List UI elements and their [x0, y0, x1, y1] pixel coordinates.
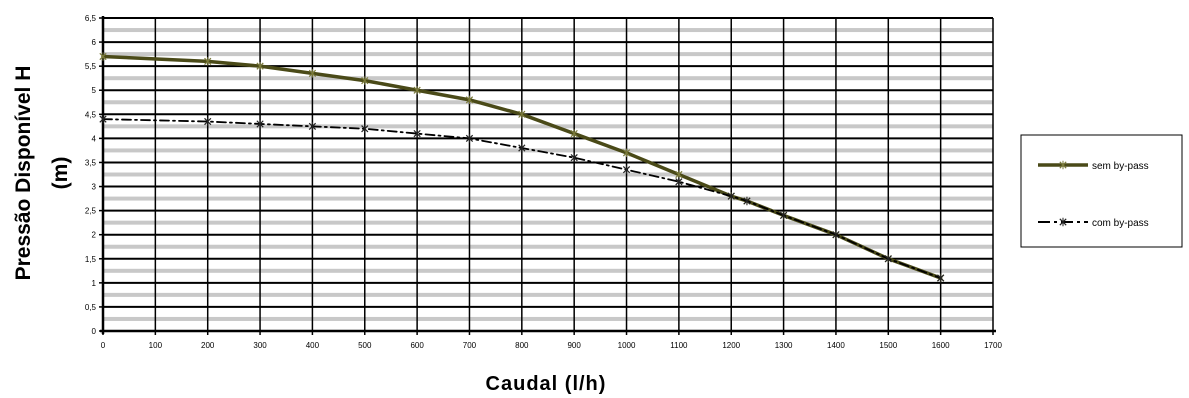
x-tick-label: 500 — [358, 341, 372, 350]
legend-box — [1020, 134, 1183, 248]
y-tick-label: 1,5 — [85, 255, 97, 264]
x-tick-label: 800 — [515, 341, 529, 350]
grid-band — [103, 52, 993, 57]
y-tick-label: 3,5 — [85, 158, 97, 167]
y-tick-label: 2,5 — [85, 207, 97, 216]
y-tick-label: 5 — [92, 86, 97, 95]
grid-band — [103, 268, 993, 273]
y-tick-label: 1 — [92, 279, 97, 288]
series-line — [102, 118, 942, 279]
y-tick-label: 5,5 — [85, 62, 97, 71]
x-tick-label: 400 — [306, 341, 320, 350]
x-tick-label: 0 — [101, 341, 106, 350]
grid-band — [103, 172, 993, 177]
grid-band — [103, 316, 993, 321]
y-tick-label: 4 — [92, 134, 97, 143]
x-tick-label: 1400 — [827, 341, 845, 350]
axes: 0 0,5 1 1,5 2 2,5 3 3,5 4 4,5 5 5,5 6 6,5 0 100 200 300 40… — [85, 14, 1003, 350]
x-tick-label: 1300 — [775, 341, 793, 350]
y-tick-label: 0,5 — [85, 303, 97, 312]
y-axis-label-line1: Pressão Disponível H — [12, 66, 35, 281]
x-tick-label: 1600 — [932, 341, 950, 350]
y-tick-label: 3 — [92, 183, 97, 192]
grid-band — [103, 100, 993, 105]
legend: sem by-pass com by-pass — [1020, 134, 1183, 248]
legend-entry: com by-pass — [1038, 217, 1149, 229]
legend-label: com by-pass — [1092, 218, 1149, 229]
y-tick-label: 2 — [92, 231, 97, 240]
y-tick-label: 0 — [92, 327, 97, 336]
x-tick-label: 200 — [201, 341, 215, 350]
grid-band — [103, 292, 993, 297]
y-tick-label: 4,5 — [85, 110, 97, 119]
x-tick-label: 1500 — [879, 341, 897, 350]
x-axis-label: Caudal (l/h) — [486, 373, 607, 395]
grid-band — [103, 196, 993, 201]
grid-band — [103, 148, 993, 153]
x-tick-label: 100 — [149, 341, 163, 350]
x-tick-label: 1700 — [984, 341, 1002, 350]
grid-band — [103, 28, 993, 33]
x-tick-label: 600 — [410, 341, 424, 350]
grid-band — [103, 244, 993, 249]
x-tick-label: 1100 — [670, 341, 688, 350]
grid-band — [103, 124, 993, 129]
grid — [102, 17, 994, 332]
y-tick-label: 6,5 — [85, 14, 97, 23]
x-tick-label: 300 — [253, 341, 267, 350]
y-tick-label: 6 — [92, 38, 97, 47]
legend-label: sem by-pass — [1092, 161, 1149, 172]
grid-band — [103, 76, 993, 81]
legend-entry: sem by-pass — [1038, 160, 1149, 172]
x-tick-label: 1200 — [722, 341, 740, 350]
series-lines — [99, 52, 945, 283]
grid-band — [103, 220, 993, 225]
x-tick-label: 700 — [463, 341, 477, 350]
series-com-by-pass — [99, 114, 945, 283]
x-tick-label: 1000 — [618, 341, 636, 350]
y-axis-label-line2: (m) — [49, 157, 72, 190]
x-tick-label: 900 — [567, 341, 581, 350]
